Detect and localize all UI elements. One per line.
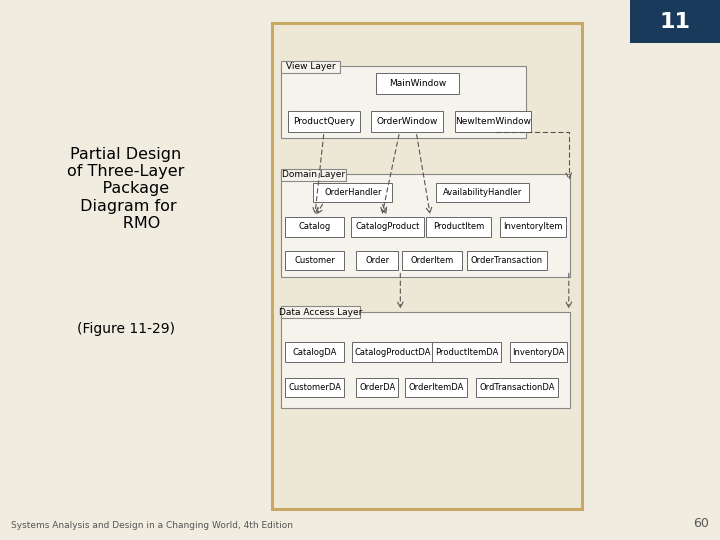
Text: 60: 60: [693, 517, 709, 530]
Text: AvailabilityHandler: AvailabilityHandler: [443, 188, 522, 197]
Text: Domain Layer: Domain Layer: [282, 171, 345, 179]
Text: CatalogProduct: CatalogProduct: [355, 222, 420, 231]
Bar: [281, 169, 346, 181]
Text: InventoryDA: InventoryDA: [513, 348, 564, 356]
Bar: [432, 342, 501, 362]
Bar: [285, 378, 344, 397]
Bar: [510, 342, 567, 362]
Bar: [371, 111, 443, 132]
Text: Customer: Customer: [294, 256, 335, 265]
Bar: [352, 342, 433, 362]
Text: (Figure 11-29): (Figure 11-29): [77, 322, 175, 336]
Text: Catalog: Catalog: [299, 222, 330, 231]
Text: OrderHandler: OrderHandler: [324, 188, 382, 197]
Text: OrderTransaction: OrderTransaction: [471, 256, 543, 265]
Text: ProductItemDA: ProductItemDA: [435, 348, 498, 356]
Text: Order: Order: [365, 256, 390, 265]
Text: ProductQuery: ProductQuery: [293, 117, 355, 126]
Bar: [402, 251, 462, 270]
Bar: [281, 66, 526, 138]
Bar: [281, 174, 570, 277]
Text: ProductItem: ProductItem: [433, 222, 485, 231]
Bar: [351, 217, 424, 237]
Text: 11: 11: [660, 11, 690, 32]
Bar: [456, 111, 531, 132]
Text: Partial Design
of Three-Layer
    Package
 Diagram for
      RMO: Partial Design of Three-Layer Package Di…: [67, 147, 185, 231]
Text: View Layer: View Layer: [286, 63, 335, 71]
Text: OrdTransactionDA: OrdTransactionDA: [480, 383, 554, 392]
Text: OrderItem: OrderItem: [410, 256, 454, 265]
Bar: [405, 378, 467, 397]
Bar: [630, 0, 720, 43]
Bar: [476, 378, 558, 397]
Text: NewItemWindow: NewItemWindow: [455, 117, 531, 126]
Bar: [500, 217, 566, 237]
Bar: [467, 251, 547, 270]
Text: CatalogProductDA: CatalogProductDA: [354, 348, 431, 356]
Bar: [426, 217, 491, 237]
Text: Systems Analysis and Design in a Changing World, 4th Edition: Systems Analysis and Design in a Changin…: [11, 521, 293, 530]
Bar: [288, 111, 360, 132]
Bar: [285, 217, 344, 237]
Bar: [281, 306, 360, 318]
Text: OrderItemDA: OrderItemDA: [409, 383, 464, 392]
Text: CatalogDA: CatalogDA: [292, 348, 337, 356]
Text: InventoryItem: InventoryItem: [503, 222, 562, 231]
Text: MainWindow: MainWindow: [389, 79, 446, 88]
Text: OrderDA: OrderDA: [359, 383, 395, 392]
Bar: [281, 312, 570, 408]
Bar: [376, 73, 459, 94]
Bar: [285, 251, 344, 270]
Bar: [356, 251, 398, 270]
Bar: [285, 342, 344, 362]
Text: OrderWindow: OrderWindow: [376, 117, 438, 126]
Text: Data Access Layer: Data Access Layer: [279, 308, 362, 316]
Bar: [272, 23, 582, 509]
Bar: [356, 378, 398, 397]
Bar: [281, 61, 340, 73]
Text: CustomerDA: CustomerDA: [288, 383, 341, 392]
Bar: [436, 183, 529, 202]
Bar: [313, 183, 392, 202]
